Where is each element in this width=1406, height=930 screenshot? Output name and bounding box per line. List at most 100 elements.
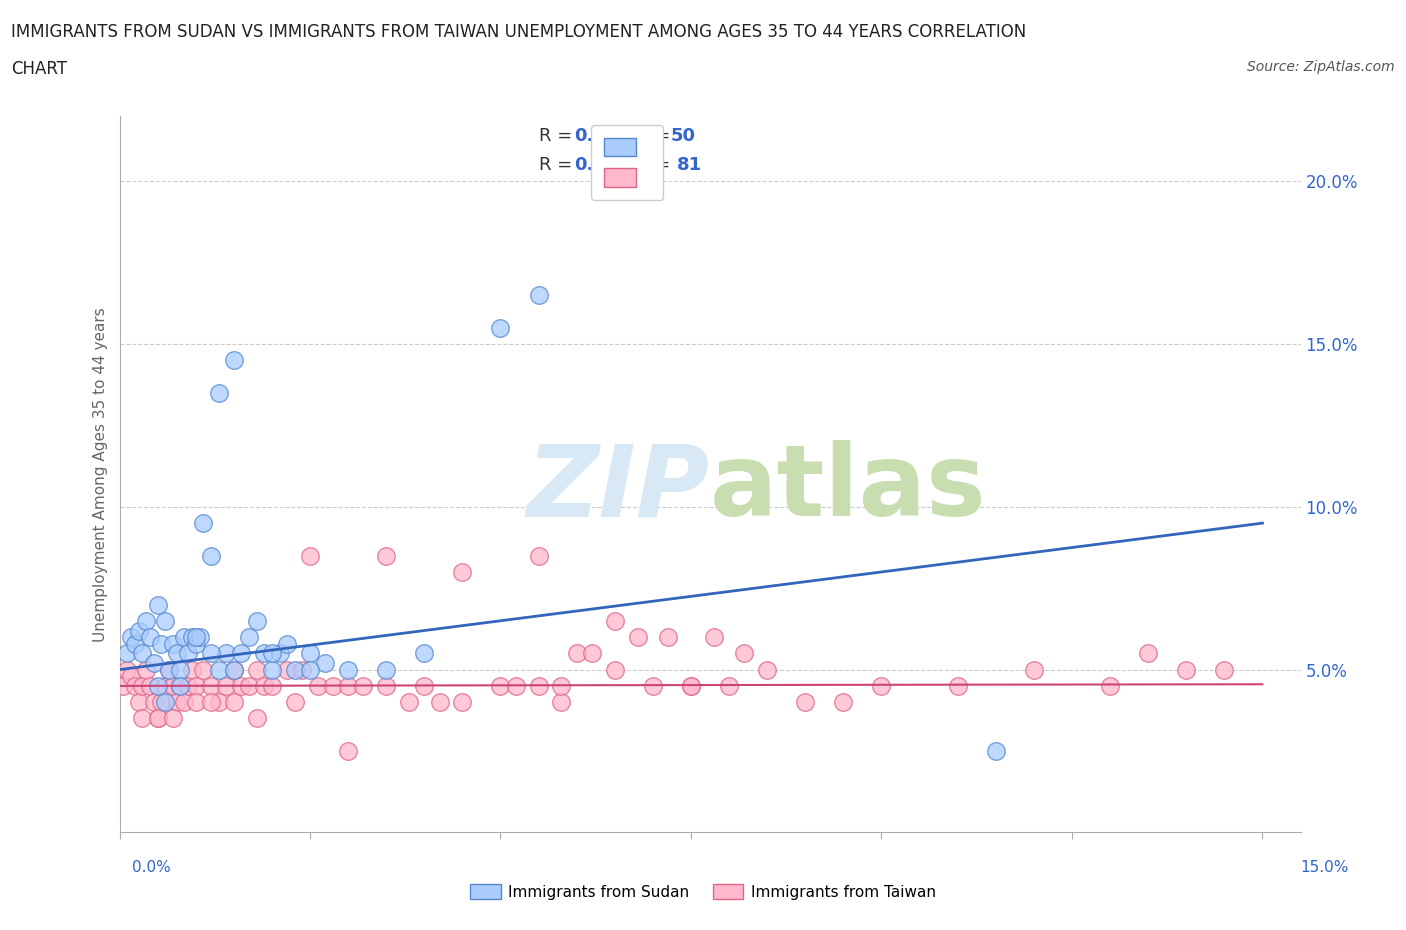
Point xyxy=(291,662,314,677)
Point xyxy=(124,679,146,694)
Point xyxy=(260,679,283,694)
Point xyxy=(231,679,253,694)
Point xyxy=(505,679,527,694)
Point xyxy=(322,679,344,694)
Point xyxy=(276,662,298,677)
Point xyxy=(166,646,188,661)
Point xyxy=(200,549,222,564)
Point xyxy=(946,679,969,694)
Point xyxy=(246,614,269,629)
Point xyxy=(337,662,360,677)
Point xyxy=(269,646,291,661)
Point xyxy=(157,662,180,677)
Point xyxy=(162,636,184,651)
Point xyxy=(1213,662,1236,677)
Point xyxy=(413,646,436,661)
Point xyxy=(157,662,180,677)
Point xyxy=(207,386,229,401)
Point xyxy=(207,695,229,710)
Point xyxy=(115,646,138,661)
Point xyxy=(794,695,817,710)
Point xyxy=(527,549,550,564)
Point xyxy=(142,656,165,671)
Point xyxy=(733,646,755,661)
Point xyxy=(298,662,321,677)
Point xyxy=(260,662,283,677)
Point xyxy=(337,679,360,694)
Point xyxy=(135,662,157,677)
Point xyxy=(177,646,200,661)
Point xyxy=(718,679,741,694)
Text: N =: N = xyxy=(636,156,676,174)
Point xyxy=(135,614,157,629)
Point xyxy=(337,744,360,759)
Legend: , : , xyxy=(592,126,664,200)
Point xyxy=(1137,646,1160,661)
Point xyxy=(146,711,169,726)
Point xyxy=(489,320,512,336)
Text: 50: 50 xyxy=(671,127,696,145)
Text: N =: N = xyxy=(636,127,676,145)
Point xyxy=(429,695,451,710)
Point xyxy=(870,679,893,694)
Point xyxy=(146,711,169,726)
Point xyxy=(231,646,253,661)
Point xyxy=(177,679,200,694)
Point xyxy=(200,646,222,661)
Point xyxy=(352,679,374,694)
Point xyxy=(120,669,142,684)
Point xyxy=(222,352,245,367)
Point xyxy=(184,636,207,651)
Point xyxy=(124,636,146,651)
Point xyxy=(173,695,195,710)
Point xyxy=(200,695,222,710)
Point xyxy=(169,679,191,694)
Point xyxy=(314,656,336,671)
Point xyxy=(603,662,626,677)
Text: 0.163: 0.163 xyxy=(574,127,631,145)
Point xyxy=(131,679,153,694)
Point xyxy=(298,646,321,661)
Point xyxy=(284,662,307,677)
Point xyxy=(984,744,1007,759)
Point xyxy=(679,679,702,694)
Point xyxy=(1022,662,1045,677)
Point xyxy=(276,636,298,651)
Point xyxy=(832,695,855,710)
Point xyxy=(581,646,603,661)
Point xyxy=(253,646,276,661)
Point xyxy=(166,695,188,710)
Point xyxy=(139,630,162,644)
Point xyxy=(298,549,321,564)
Point xyxy=(215,679,238,694)
Point xyxy=(188,630,211,644)
Point xyxy=(155,695,177,710)
Point xyxy=(550,695,572,710)
Point xyxy=(169,679,191,694)
Point xyxy=(253,679,276,694)
Point xyxy=(679,679,702,694)
Point xyxy=(150,636,173,651)
Point xyxy=(222,662,245,677)
Point xyxy=(184,679,207,694)
Point xyxy=(162,679,184,694)
Point xyxy=(375,662,398,677)
Point xyxy=(222,662,245,677)
Point xyxy=(246,662,269,677)
Point xyxy=(128,695,150,710)
Point xyxy=(131,711,153,726)
Text: 0.028: 0.028 xyxy=(574,156,631,174)
Point xyxy=(413,679,436,694)
Text: atlas: atlas xyxy=(710,440,987,538)
Point xyxy=(451,565,474,579)
Point xyxy=(756,662,779,677)
Text: 0.0%: 0.0% xyxy=(132,860,172,875)
Point xyxy=(307,679,329,694)
Point xyxy=(527,288,550,303)
Point xyxy=(703,630,725,644)
Point xyxy=(398,695,420,710)
Point xyxy=(180,662,202,677)
Point xyxy=(173,630,195,644)
Point xyxy=(284,695,307,710)
Point xyxy=(184,630,207,644)
